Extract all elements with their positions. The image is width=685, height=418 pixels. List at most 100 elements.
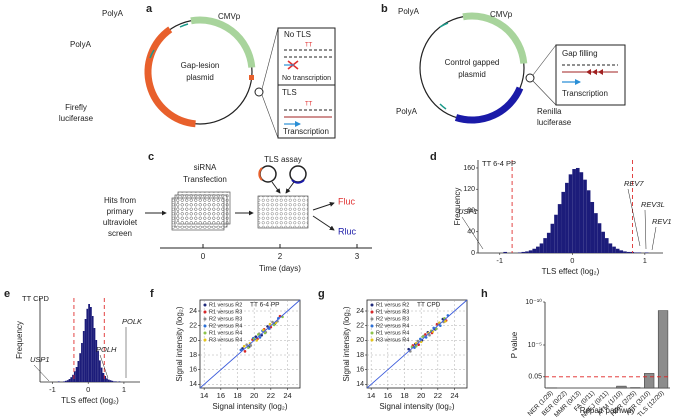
plot-frame — [199, 299, 301, 389]
histogram-bar — [572, 169, 576, 253]
workflow-part — [312, 201, 335, 211]
x-tick-label: -1 — [49, 385, 56, 394]
histogram-bar — [575, 167, 580, 253]
control-plasmid-part — [462, 12, 528, 64]
label: Fluc — [338, 196, 356, 206]
label: ultraviolet — [103, 218, 138, 227]
label: No TLS — [284, 30, 311, 39]
gap-lesion-plasmid — [144, 16, 336, 139]
y-axis-label: Frequency — [453, 188, 462, 226]
tick-label: 2 — [278, 252, 283, 261]
y-tick-label: 40 — [467, 229, 475, 236]
label: Hits from — [104, 196, 136, 205]
panel-label: h — [481, 288, 488, 300]
label: PolyA — [102, 9, 124, 18]
histogram-bar — [546, 232, 551, 253]
tick-label: 3 — [355, 252, 360, 261]
scatter-point — [272, 323, 276, 327]
histogram-bar — [619, 250, 624, 253]
annotation: TT CPD — [417, 302, 441, 309]
label: CMVp — [490, 10, 513, 19]
legend-marker — [203, 317, 207, 321]
label: Gap filling — [562, 49, 598, 58]
legend-label: R2 versus R3 — [209, 316, 242, 322]
histogram-bar — [70, 377, 73, 382]
scatter-point — [439, 324, 442, 327]
x-tick-label: 18 — [233, 391, 241, 400]
histogram-bar — [590, 201, 595, 253]
tick-label: 0 — [201, 252, 206, 261]
y-tick-label: 14 — [356, 381, 364, 388]
x-tick-label: 22 — [267, 391, 275, 400]
y-axis-label: Signal intensity (log₂) — [342, 306, 351, 381]
histogram-bar — [97, 350, 99, 382]
legend-marker — [370, 310, 374, 314]
scatter-point — [268, 322, 272, 326]
scatter-point — [271, 320, 274, 324]
histogram-bar — [539, 243, 544, 253]
control-plasmid-part — [439, 103, 447, 110]
label: siRNA — [194, 163, 217, 172]
scatter-point — [262, 328, 265, 332]
x-tick-label: 16 — [384, 391, 392, 400]
scatter-point — [258, 336, 262, 339]
label: plasmid — [186, 73, 214, 82]
panel-label: c — [148, 151, 154, 163]
x-axis-label: TLS effect (log₂) — [61, 396, 119, 405]
label: Gap-lesion — [181, 61, 220, 70]
bar — [657, 310, 669, 389]
legend-label: R2 versus R3 — [376, 316, 409, 322]
pointer — [644, 209, 647, 250]
histogram-bar — [113, 381, 115, 382]
legend-marker — [370, 324, 374, 328]
y-axis-label: P value — [510, 331, 519, 358]
pointer — [99, 354, 109, 379]
histogram-bar — [72, 374, 74, 382]
label: plasmid — [458, 70, 486, 79]
x-tick-label: 18 — [400, 391, 408, 400]
bar — [644, 373, 655, 389]
scatter-point — [263, 331, 267, 335]
gene-label: USP1 — [30, 355, 50, 364]
x-tick-label: 1 — [643, 256, 647, 265]
histogram-bar — [118, 381, 121, 382]
pointer — [33, 364, 50, 382]
label: luciferase — [537, 118, 572, 127]
histogram-bar — [637, 252, 642, 253]
control-plasmid-part — [555, 44, 626, 106]
gene-label: REV1 — [652, 217, 672, 226]
histogram-bar — [82, 331, 85, 382]
panel-labels: a b c d e f g h — [4, 3, 488, 300]
label: luciferase — [59, 114, 94, 123]
y-tick-label: 10⁻¹⁰ — [525, 298, 542, 306]
legend-label: R1 versus R3 — [376, 309, 409, 315]
legend-label: R1 versus R4 — [376, 330, 409, 336]
y-tick-label: 20 — [189, 337, 197, 344]
pointer — [651, 226, 657, 251]
gap-lesion-plasmid-part — [277, 27, 336, 139]
histogram-bar — [86, 308, 89, 382]
panel-label: f — [150, 288, 154, 300]
histogram-bar — [93, 328, 96, 382]
x-tick-label: 14 — [367, 391, 375, 400]
scatter-point — [255, 339, 258, 342]
legend-marker — [203, 303, 207, 307]
y-tick-label: 14 — [189, 381, 197, 388]
label: No transcription — [282, 75, 331, 82]
legend-label: R1 versus R3 — [209, 309, 242, 315]
x-tick-label: 14 — [200, 391, 208, 400]
y-axis-label: Frequency — [15, 321, 24, 359]
diagonal — [199, 299, 301, 389]
y-tick-label: 0 — [471, 250, 475, 257]
scatter-point — [245, 343, 248, 347]
x-tick-label: 0 — [86, 385, 90, 394]
workflow-part — [285, 181, 295, 194]
y-tick-label: 160 — [463, 165, 475, 172]
gap-lesion-plasmid-part — [249, 75, 254, 80]
scatter-point — [416, 339, 420, 343]
control-plasmid-part — [532, 80, 557, 106]
legend-label: R3 versus R4 — [209, 337, 242, 343]
histogram-bar — [63, 381, 65, 382]
scatter-point — [257, 333, 260, 336]
legend-marker — [203, 310, 207, 314]
